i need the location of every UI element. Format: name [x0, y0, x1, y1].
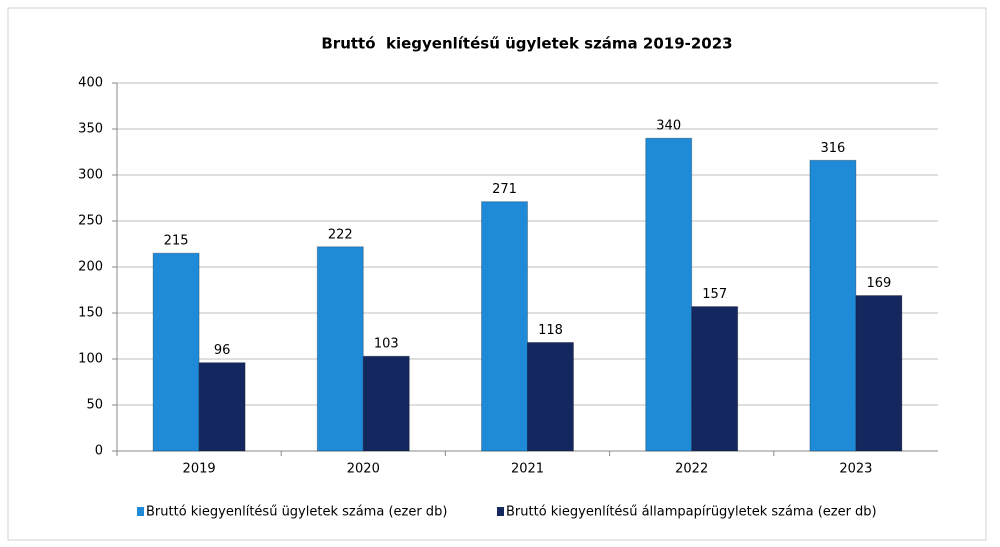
data-label: 271: [492, 182, 517, 197]
data-label: 118: [538, 323, 563, 338]
bar: [855, 295, 903, 452]
bar: [316, 246, 364, 452]
y-tick-label: 100: [78, 352, 103, 367]
y-tick-label: 200: [78, 260, 103, 275]
legend-label: Bruttó kiegyenlítésű állampapírügyletek …: [506, 505, 877, 520]
data-label: 157: [702, 287, 727, 302]
legend-swatch: [137, 507, 144, 516]
legend-label: Bruttó kiegyenlítésű ügyletek száma (eze…: [146, 505, 447, 520]
bar: [809, 159, 857, 452]
x-tick-label: 2023: [839, 462, 872, 477]
chart-title: Bruttó kiegyenlítésű ügyletek száma 2019…: [321, 35, 732, 53]
data-label: 169: [866, 276, 891, 291]
legend-swatch: [497, 507, 504, 516]
y-tick-label: 250: [78, 214, 103, 229]
y-tick-label: 350: [78, 122, 103, 137]
y-tick-label: 0: [95, 444, 103, 459]
y-tick-label: 150: [78, 306, 103, 321]
y-tick-label: 50: [86, 398, 103, 413]
data-label: 96: [214, 343, 231, 358]
bar: [645, 137, 693, 452]
bar: [691, 306, 739, 452]
x-tick-label: 2022: [675, 462, 708, 477]
bar: [198, 362, 246, 452]
y-tick-label: 400: [78, 76, 103, 91]
x-tick-label: 2021: [511, 462, 544, 477]
data-label: 215: [164, 234, 189, 249]
bar: [527, 341, 574, 452]
bar: [152, 252, 200, 452]
data-label: 222: [328, 227, 353, 242]
x-tick-label: 2019: [183, 462, 216, 477]
data-label: 316: [820, 141, 845, 156]
bar: [481, 201, 528, 452]
x-tick-label: 2020: [347, 462, 380, 477]
data-label: 340: [656, 119, 681, 134]
bar: [362, 355, 410, 452]
y-tick-label: 300: [78, 168, 103, 183]
data-label: 103: [374, 337, 399, 352]
